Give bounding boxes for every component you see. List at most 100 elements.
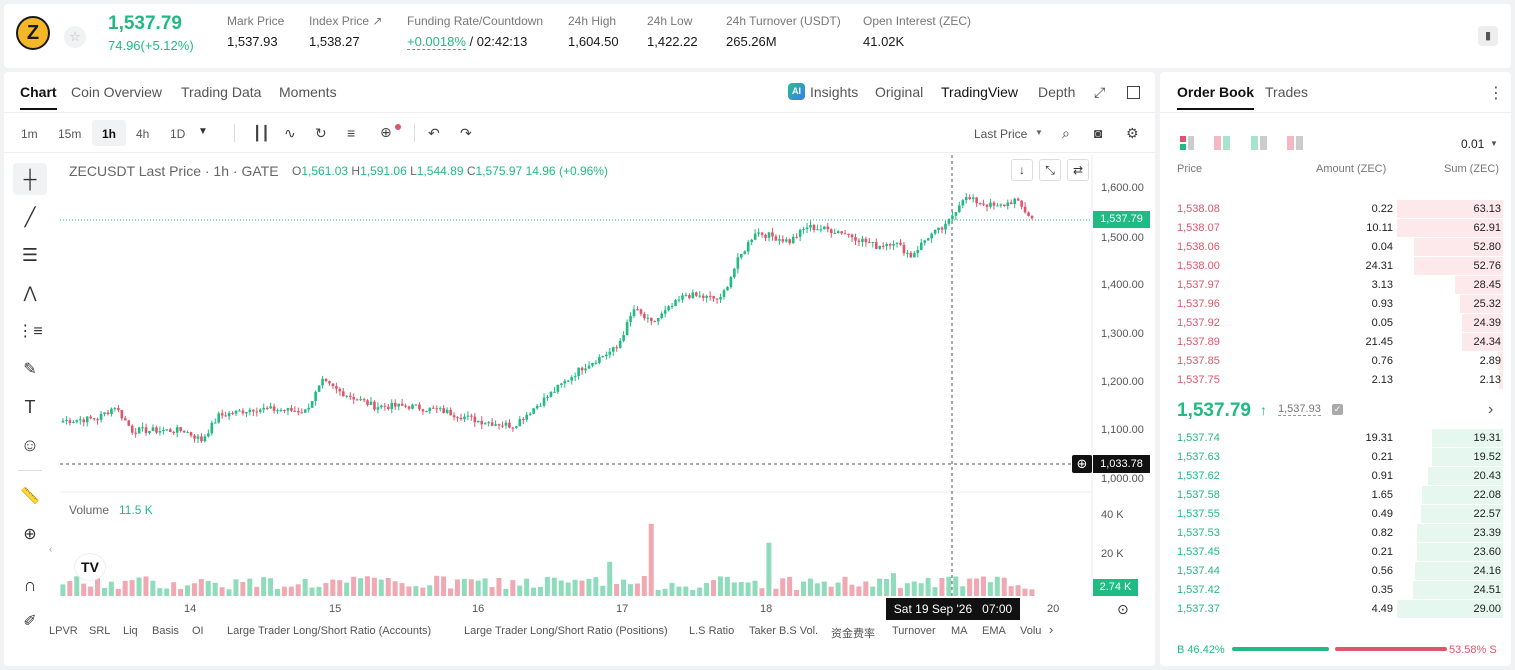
fullscreen-icon[interactable]: [1127, 86, 1140, 99]
chevron-right-icon[interactable]: ›: [1488, 401, 1494, 418]
switch-icon[interactable]: ⇄: [1067, 159, 1089, 181]
chevron-down-icon[interactable]: ▼: [1035, 128, 1043, 137]
indicator-lpvr[interactable]: LPVR: [49, 625, 78, 637]
candle-body: [753, 233, 757, 240]
brush-icon[interactable]: ✎: [23, 361, 37, 378]
emoji-icon[interactable]: ☺: [20, 434, 40, 455]
tick-size-select[interactable]: 0.01: [1461, 137, 1485, 151]
expand-icon[interactable]: ⤢: [1094, 84, 1106, 100]
tab-depth[interactable]: Depth: [1038, 84, 1076, 100]
pencil-lock-icon[interactable]: ✐: [23, 613, 37, 630]
gear-icon[interactable]: ⚙: [1126, 125, 1139, 141]
collapse-arrows-icon[interactable]: ⤡: [1039, 159, 1061, 181]
bid-row[interactable]: 1,537.63 0.21 19.52: [1177, 448, 1503, 467]
replay-icon[interactable]: ↻: [315, 125, 327, 141]
text-icon[interactable]: T: [24, 396, 36, 417]
indicator-taker-vol[interactable]: Taker B.S Vol.: [749, 625, 819, 637]
chevron-right-icon[interactable]: ›: [1049, 622, 1054, 637]
tradingview-logo-icon[interactable]: TV: [74, 553, 106, 581]
interval-1h[interactable]: 1h: [102, 127, 117, 141]
mid-mark-price[interactable]: 1,537.93: [1278, 403, 1321, 416]
tab-original[interactable]: Original: [875, 84, 924, 100]
bid-row[interactable]: 1,537.44 0.56 24.16: [1177, 562, 1503, 581]
bid-row[interactable]: 1,537.62 0.91 20.43: [1177, 467, 1503, 486]
crosshair-icon[interactable]: ┼: [23, 168, 37, 189]
search-icon[interactable]: ⌕: [1062, 125, 1070, 141]
indicator-ma[interactable]: MA: [951, 625, 968, 637]
indicator-funding-rate[interactable]: 资金费率: [831, 628, 875, 640]
add-indicator-icon[interactable]: ⊕: [380, 124, 392, 140]
undo-icon[interactable]: ↶: [428, 125, 440, 141]
indicators-icon[interactable]: ∿: [284, 125, 296, 141]
arrow-down-icon[interactable]: ↓: [1011, 159, 1033, 181]
candle-type-icon[interactable]: ┃┃: [253, 125, 270, 141]
bid-row[interactable]: 1,537.42 0.35 24.51: [1177, 581, 1503, 600]
tab-tradingview[interactable]: TradingView: [941, 84, 1019, 100]
interval-1d[interactable]: 1D: [170, 127, 186, 141]
bid-row[interactable]: 1,537.55 0.49 22.57: [1177, 505, 1503, 524]
interval-4h[interactable]: 4h: [136, 127, 150, 141]
horizontal-lines-icon[interactable]: ☰: [21, 244, 39, 265]
ask-row[interactable]: 1,537.97 3.13 28.45: [1177, 276, 1503, 295]
ask-row[interactable]: 1,537.92 0.05 24.39: [1177, 314, 1503, 333]
view-bids-icon[interactable]: [1251, 136, 1267, 150]
candlestick-chart[interactable]: [0, 0, 1160, 620]
camera-icon[interactable]: ◙: [1094, 125, 1103, 141]
ask-row[interactable]: 1,537.89 21.45 24.34: [1177, 333, 1503, 352]
magnet-icon[interactable]: ∩: [23, 574, 37, 595]
tab-insights[interactable]: Insights: [810, 84, 859, 100]
indicator-ema[interactable]: EMA: [982, 625, 1006, 637]
book-icon[interactable]: ▮: [1478, 26, 1498, 46]
indicator-liq[interactable]: Liq: [123, 625, 138, 637]
indicator-srl[interactable]: SRL: [89, 625, 111, 637]
bid-row[interactable]: 1,537.53 0.82 23.39: [1177, 524, 1503, 543]
view-both-alt-icon[interactable]: [1214, 136, 1230, 150]
zoom-in-icon[interactable]: ⊕: [23, 526, 37, 543]
view-asks-icon[interactable]: [1287, 136, 1303, 150]
settings-circle-icon[interactable]: ⊙: [1117, 601, 1129, 617]
favorite-star-icon[interactable]: ☆: [64, 26, 86, 48]
tab-trading-data[interactable]: Trading Data: [181, 84, 262, 100]
bid-row[interactable]: 1,537.45 0.21 23.60: [1177, 543, 1503, 562]
layout-icon[interactable]: ≡: [347, 125, 356, 141]
bid-row[interactable]: 1,537.37 4.49 29.00: [1177, 600, 1503, 619]
tab-coin-overview[interactable]: Coin Overview: [71, 84, 163, 100]
ruler-icon[interactable]: 📏: [20, 488, 40, 505]
stat-index-price[interactable]: Index Price ↗ 1,538.27: [309, 14, 382, 49]
tab-trades[interactable]: Trades: [1265, 84, 1309, 100]
more-vertical-icon[interactable]: ⋮: [1488, 85, 1504, 102]
ask-row[interactable]: 1,537.75 2.13 2.13: [1177, 371, 1503, 390]
indicator-trader-positions[interactable]: Large Trader Long/Short Ratio (Positions…: [464, 625, 668, 637]
interval-15m[interactable]: 15m: [58, 127, 82, 141]
indicator-volume[interactable]: Volu: [1020, 625, 1042, 637]
indicator-oi[interactable]: OI: [192, 625, 204, 637]
pattern-icon[interactable]: ⋀: [23, 285, 37, 302]
ask-row[interactable]: 1,537.85 0.76 2.89: [1177, 352, 1503, 371]
ask-row[interactable]: 1,538.00 24.31 52.76: [1177, 257, 1503, 276]
indicator-turnover[interactable]: Turnover: [892, 625, 936, 637]
price-type-select[interactable]: Last Price: [974, 127, 1028, 141]
tab-order-book[interactable]: Order Book: [1177, 84, 1255, 110]
ask-row[interactable]: 1,538.07 10.11 62.91: [1177, 219, 1503, 238]
tab-moments[interactable]: Moments: [279, 84, 337, 100]
indicator-ls-ratio[interactable]: L.S Ratio: [689, 625, 735, 637]
funding-rate-value[interactable]: +0.0018%: [407, 34, 466, 50]
tab-chart[interactable]: Chart: [20, 84, 57, 110]
view-both-icon[interactable]: [1180, 136, 1194, 150]
fib-icon[interactable]: ⋮≡: [17, 323, 43, 340]
ask-row[interactable]: 1,538.08 0.22 63.13: [1177, 200, 1503, 219]
ask-row[interactable]: 1,538.06 0.04 52.80: [1177, 238, 1503, 257]
trendline-icon[interactable]: ╱: [24, 206, 36, 227]
bid-row[interactable]: 1,537.58 1.65 22.08: [1177, 486, 1503, 505]
interval-1m[interactable]: 1m: [21, 127, 38, 141]
add-alert-icon[interactable]: ⊕: [1072, 455, 1092, 473]
indicator-basis[interactable]: Basis: [152, 625, 179, 637]
redo-icon[interactable]: ↷: [460, 125, 472, 141]
chevron-down-icon[interactable]: ▼: [1490, 139, 1498, 148]
collapse-toolbar-icon[interactable]: ‹: [49, 544, 53, 555]
interval-dropdown-icon[interactable]: ▼: [198, 126, 208, 137]
candle-body: [497, 424, 501, 426]
indicator-trader-accounts[interactable]: Large Trader Long/Short Ratio (Accounts): [227, 625, 432, 637]
bid-row[interactable]: 1,537.74 19.31 19.31: [1177, 429, 1503, 448]
ask-row[interactable]: 1,537.96 0.93 25.32: [1177, 295, 1503, 314]
